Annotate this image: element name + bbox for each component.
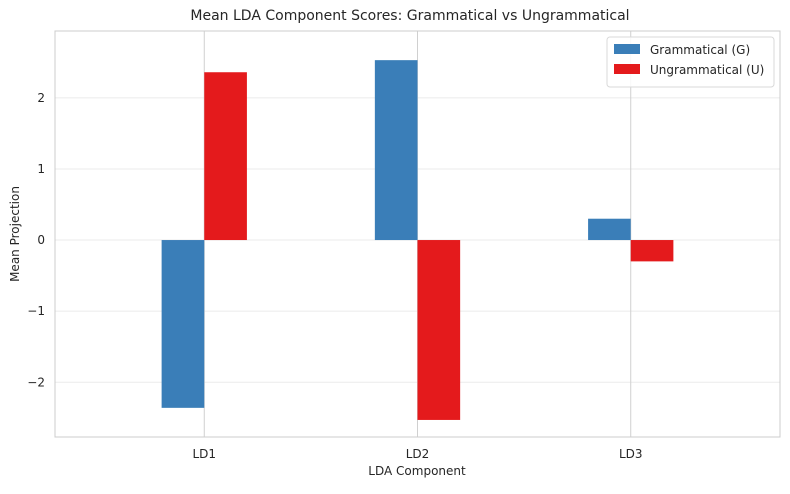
bar	[161, 240, 205, 408]
legend-swatch	[614, 64, 640, 74]
x-tick-label: LD1	[192, 447, 216, 461]
legend-box	[606, 36, 775, 88]
y-tick-label: −1	[27, 304, 45, 318]
y-tick-label: −2	[27, 375, 45, 389]
bar	[417, 240, 461, 420]
x-tick-label: LD3	[619, 447, 643, 461]
bar	[374, 60, 418, 241]
bar	[630, 240, 674, 262]
legend-label: Grammatical (G)	[650, 43, 750, 57]
legend: Grammatical (G) Ungrammatical (U)	[606, 36, 775, 88]
x-tick-labels: LD1 LD2 LD3	[192, 447, 642, 461]
x-tick-label: LD2	[406, 447, 430, 461]
x-axis-label: LDA Component	[368, 464, 466, 478]
y-tick-labels: −2 −1 0 1 2	[27, 91, 45, 389]
bar	[588, 218, 631, 241]
legend-swatch	[614, 44, 640, 54]
y-tick-label: 0	[37, 233, 45, 247]
y-tick-label: 1	[37, 162, 45, 176]
y-tick-label: 2	[37, 91, 45, 105]
y-axis-label: Mean Projection	[8, 186, 22, 282]
chart-title: Mean LDA Component Scores: Grammatical v…	[190, 8, 629, 24]
bar	[204, 72, 247, 241]
legend-label: Ungrammatical (U)	[650, 63, 764, 77]
bars	[161, 60, 674, 420]
plot-frame	[54, 30, 781, 438]
